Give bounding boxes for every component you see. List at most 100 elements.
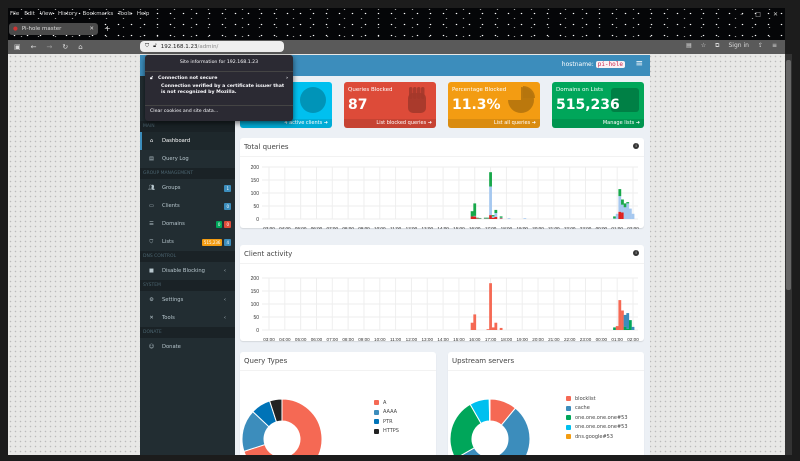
sidebar-item-tools[interactable]: ✕ Tools ‹ xyxy=(140,309,235,327)
sidebar-item-lists[interactable]: ⛉ Lists 515,236 4 xyxy=(140,233,235,251)
legend-item[interactable]: one.one.one.one#53 xyxy=(566,413,628,423)
donut-slice[interactable] xyxy=(269,398,283,423)
sidebar-item-donate[interactable]: ☺ Donate xyxy=(140,338,235,356)
back-icon[interactable]: ← xyxy=(30,43,37,51)
donut-slice[interactable] xyxy=(488,398,491,422)
minimize-icon[interactable]: – xyxy=(740,11,744,18)
bar-segment[interactable] xyxy=(623,326,627,330)
bar-segment[interactable] xyxy=(615,213,619,219)
bar-segment[interactable] xyxy=(473,215,477,217)
bar-segment[interactable] xyxy=(613,327,616,330)
sidebar-item-domains[interactable]: ☰ Domains 0 0 xyxy=(140,215,235,233)
bar-segment[interactable] xyxy=(473,314,477,330)
info-icon[interactable]: i xyxy=(633,143,639,149)
legend-item[interactable]: A xyxy=(374,398,399,408)
bar-segment[interactable] xyxy=(628,208,632,219)
share-icon[interactable]: ⇪ xyxy=(757,42,763,49)
shield-icon[interactable]: ⛉ xyxy=(145,43,150,49)
bar-segment[interactable] xyxy=(486,329,490,330)
menu-history[interactable]: History xyxy=(57,11,78,17)
donut-slice[interactable] xyxy=(243,398,323,455)
bar-segment[interactable] xyxy=(489,186,492,216)
menu-icon[interactable]: ≡ xyxy=(771,42,777,49)
card-footer-link[interactable]: 4 active clients ➜ xyxy=(240,119,332,128)
legend-item[interactable]: HTTPS xyxy=(374,427,399,437)
sidebar-item-settings[interactable]: ⚙ Settings ‹ xyxy=(140,291,235,309)
legend-item[interactable]: PTR xyxy=(374,417,399,427)
sign-in-button[interactable]: Sign in xyxy=(728,42,749,49)
card-footer-link[interactable]: List blocked queries ➜ xyxy=(344,119,436,128)
bar-segment[interactable] xyxy=(473,203,477,216)
bar-segment[interactable] xyxy=(494,209,498,214)
bar-segment[interactable] xyxy=(475,218,479,219)
sidebar-icon[interactable]: ▣ xyxy=(14,43,21,51)
legend-checkbox[interactable] xyxy=(374,400,379,406)
bar-segment[interactable] xyxy=(626,202,630,204)
sidebar-item-groups[interactable]: 👥︎ Groups 1 xyxy=(140,179,235,197)
menu-file[interactable]: File xyxy=(10,11,20,17)
bar-segment[interactable] xyxy=(631,213,635,219)
bar-segment[interactable] xyxy=(615,326,619,330)
menu-view[interactable]: View xyxy=(39,11,53,17)
card-footer-link[interactable]: List all queries ➜ xyxy=(448,119,540,128)
new-tab-button[interactable]: + xyxy=(104,24,111,33)
bar-segment[interactable] xyxy=(613,218,616,219)
legend-checkbox[interactable] xyxy=(374,419,379,425)
extensions-icon[interactable]: ⧉ xyxy=(715,42,720,49)
bar-segment[interactable] xyxy=(483,217,487,219)
bar-segment[interactable] xyxy=(470,322,474,330)
legend-item[interactable]: blocklist xyxy=(566,394,628,404)
bar-segment[interactable] xyxy=(478,217,482,219)
clear-cookies-button[interactable]: Clear cookies and site data... xyxy=(145,105,293,117)
bar-segment[interactable] xyxy=(499,218,503,219)
bar-segment[interactable] xyxy=(523,218,527,219)
card-footer-link[interactable]: Manage lists ➜ xyxy=(552,119,644,128)
hamburger-icon[interactable]: ≡ xyxy=(635,59,643,69)
bar-segment[interactable] xyxy=(623,314,627,327)
bar-segment[interactable] xyxy=(631,326,635,330)
sidebar-item-dashboard[interactable]: ⌂ Dashboard xyxy=(140,132,235,150)
bar-segment[interactable] xyxy=(491,215,495,217)
bar-segment[interactable] xyxy=(626,203,630,219)
legend-item[interactable]: cache xyxy=(566,404,628,414)
bar-segment[interactable] xyxy=(499,217,503,219)
bar-segment[interactable] xyxy=(489,172,492,187)
bar-segment[interactable] xyxy=(618,196,622,212)
sidebar-item-disable-blocking[interactable]: ■ Disable Blocking ‹ xyxy=(140,262,235,280)
forward-icon[interactable]: → xyxy=(46,43,53,51)
connection-status-row[interactable]: 🔓︎ Connection not secure › xyxy=(150,75,288,82)
legend-checkbox[interactable] xyxy=(566,415,571,421)
bar-segment[interactable] xyxy=(621,212,624,220)
close-window-icon[interactable]: ✕ xyxy=(772,11,778,18)
sidebar-item-query-log[interactable]: ▤ Query Log xyxy=(140,150,235,168)
info-icon[interactable]: i xyxy=(633,250,639,256)
bar-segment[interactable] xyxy=(626,328,630,330)
bar-segment[interactable] xyxy=(489,215,492,219)
sidebar-item-clients[interactable]: ▭ Clients 0 xyxy=(140,197,235,215)
maximize-icon[interactable]: □ xyxy=(755,11,761,18)
bar-segment[interactable] xyxy=(491,216,495,218)
bar-segment[interactable] xyxy=(494,322,498,330)
menu-bookmarks[interactable]: Bookmarks xyxy=(82,11,114,17)
url-bar[interactable]: ⛉ 🔓︎ 192.168.1.23/admin/ xyxy=(140,41,284,52)
bar-segment[interactable] xyxy=(621,310,624,331)
legend-checkbox[interactable] xyxy=(566,405,571,411)
bar-segment[interactable] xyxy=(494,213,498,217)
bar-segment[interactable] xyxy=(470,211,474,217)
bookmark-star-icon[interactable]: ☆ xyxy=(700,42,707,49)
bar-segment[interactable] xyxy=(486,217,490,219)
legend-item[interactable]: one.one.one.one#53 xyxy=(566,423,628,433)
bar-segment[interactable] xyxy=(623,207,627,219)
bar-segment[interactable] xyxy=(491,327,495,330)
bar-segment[interactable] xyxy=(621,204,624,213)
bar-segment[interactable] xyxy=(613,216,616,219)
bar-segment[interactable] xyxy=(618,211,622,219)
bar-segment[interactable] xyxy=(507,218,511,219)
legend-item[interactable]: AAAA xyxy=(374,408,399,418)
bar-segment[interactable] xyxy=(618,189,622,197)
bar-segment[interactable] xyxy=(489,283,492,330)
legend-item[interactable]: dns.google#53 xyxy=(566,432,628,442)
reader-icon[interactable]: ▤ xyxy=(686,42,692,49)
scrollbar[interactable] xyxy=(785,54,792,455)
bar-segment[interactable] xyxy=(499,327,503,330)
